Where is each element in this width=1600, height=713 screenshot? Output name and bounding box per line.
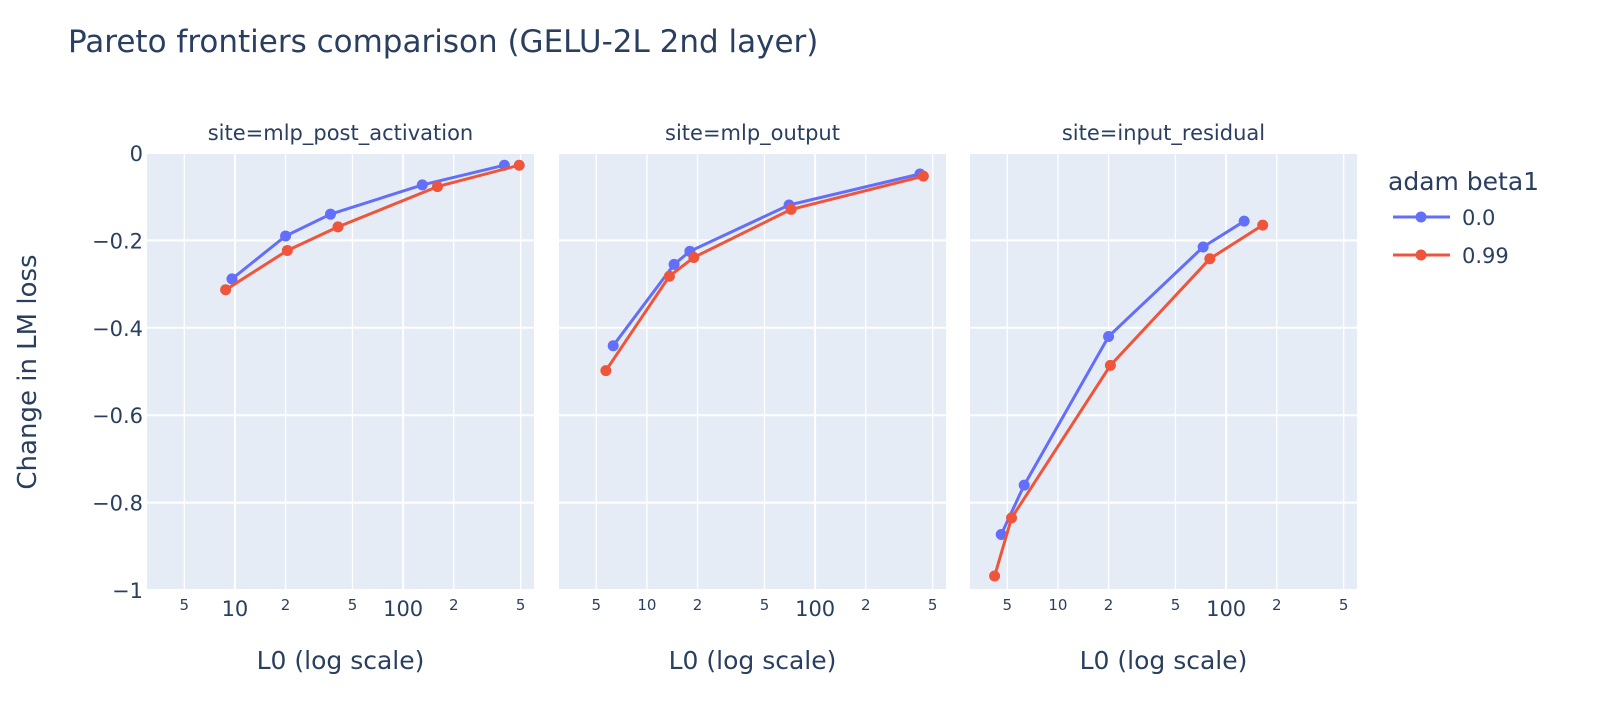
y-tick-label: −0.2 (92, 229, 143, 253)
data-point (989, 570, 1001, 582)
legend[interactable]: adam beta1 0.0 0.99 (1388, 167, 1539, 268)
data-point (917, 170, 929, 182)
y-tick-label: −1 (112, 579, 143, 603)
x-tick-label: 5 (1171, 596, 1181, 614)
data-point (995, 529, 1007, 541)
y-tick-label: −0.6 (92, 404, 143, 428)
data-point (416, 179, 428, 191)
data-point (1257, 219, 1269, 231)
x-tick-label: 2 (1272, 596, 1282, 614)
x-tick-label: 5 (760, 596, 770, 614)
data-point (1006, 512, 1018, 524)
data-point (280, 230, 292, 242)
data-point (1204, 253, 1216, 265)
data-point (663, 270, 675, 282)
x-tick-label: 5 (928, 596, 938, 614)
x-tick-label: 5 (180, 596, 190, 614)
legend-marker (1415, 211, 1427, 223)
y-axis: 0 −0.2 −0.4 −0.6 −0.8 −1 (92, 142, 143, 603)
data-point (332, 221, 344, 233)
x-tick-label: 10 (637, 596, 656, 614)
facet-panels: 5 10 2 5 100 2 5 site=mlp_post_activation L0 (lo… (147, 121, 1357, 675)
facet-3: 5 10 2 5 100 2 5 site=input_residual L0 (log sca… (970, 121, 1357, 675)
legend-label: 0.0 (1462, 206, 1495, 230)
x-tick-label: 100 (1206, 597, 1246, 621)
x-axis-title: L0 (log scale) (1080, 646, 1248, 675)
x-tick-label: 2 (281, 596, 291, 614)
facet-2: 5 10 2 5 100 2 5 site=mlp_output L0 (log scale) (559, 121, 946, 675)
y-axis-title: Change in LM loss (13, 254, 43, 489)
data-point (1197, 241, 1209, 253)
data-point (1018, 479, 1030, 491)
y-tick-label: 0 (130, 142, 143, 166)
chart-title: Pareto frontiers comparison (GELU-2L 2nd… (68, 24, 818, 60)
data-point (607, 340, 619, 352)
data-point (431, 181, 443, 193)
legend-item-0.99[interactable]: 0.99 (1393, 244, 1509, 268)
legend-item-0.0[interactable]: 0.0 (1393, 206, 1495, 230)
x-axis-title: L0 (log scale) (257, 646, 425, 675)
legend-label: 0.99 (1462, 244, 1509, 268)
data-point (600, 365, 612, 377)
facet-title: site=mlp_output (665, 121, 840, 146)
legend-marker (1415, 249, 1427, 261)
x-tick-label: 10 (1048, 596, 1067, 614)
data-point (688, 251, 700, 263)
data-point (281, 244, 293, 256)
x-tick-label: 2 (693, 596, 703, 614)
x-tick-label: 100 (383, 597, 423, 621)
data-point (325, 208, 337, 220)
x-tick-label: 10 (222, 597, 249, 621)
data-point (220, 284, 232, 296)
x-tick-label: 2 (449, 596, 459, 614)
data-point (785, 203, 797, 215)
x-tick-label: 5 (592, 596, 602, 614)
y-tick-label: −0.4 (92, 317, 143, 341)
x-tick-label: 5 (348, 596, 358, 614)
plot-area (970, 153, 1357, 590)
facet-1: 5 10 2 5 100 2 5 site=mlp_post_activation L0 (lo… (147, 121, 534, 675)
x-tick-label: 5 (1339, 596, 1349, 614)
facet-title: site=input_residual (1062, 121, 1265, 146)
x-tick-label: 2 (861, 596, 871, 614)
plot-area (559, 153, 946, 590)
data-point (1238, 215, 1250, 227)
x-tick-label: 5 (1003, 596, 1013, 614)
data-point (226, 273, 238, 285)
y-tick-label: −0.8 (92, 492, 143, 516)
x-axis-title: L0 (log scale) (669, 646, 837, 675)
facet-title: site=mlp_post_activation (208, 121, 474, 146)
x-tick-label: 5 (516, 596, 526, 614)
x-tick-label: 100 (795, 597, 835, 621)
data-point (668, 258, 680, 270)
data-point (513, 159, 525, 171)
data-point (1104, 359, 1116, 371)
x-tick-label: 2 (1104, 596, 1114, 614)
data-point (1103, 331, 1115, 343)
legend-title: adam beta1 (1388, 167, 1539, 196)
plot-area (147, 153, 534, 590)
